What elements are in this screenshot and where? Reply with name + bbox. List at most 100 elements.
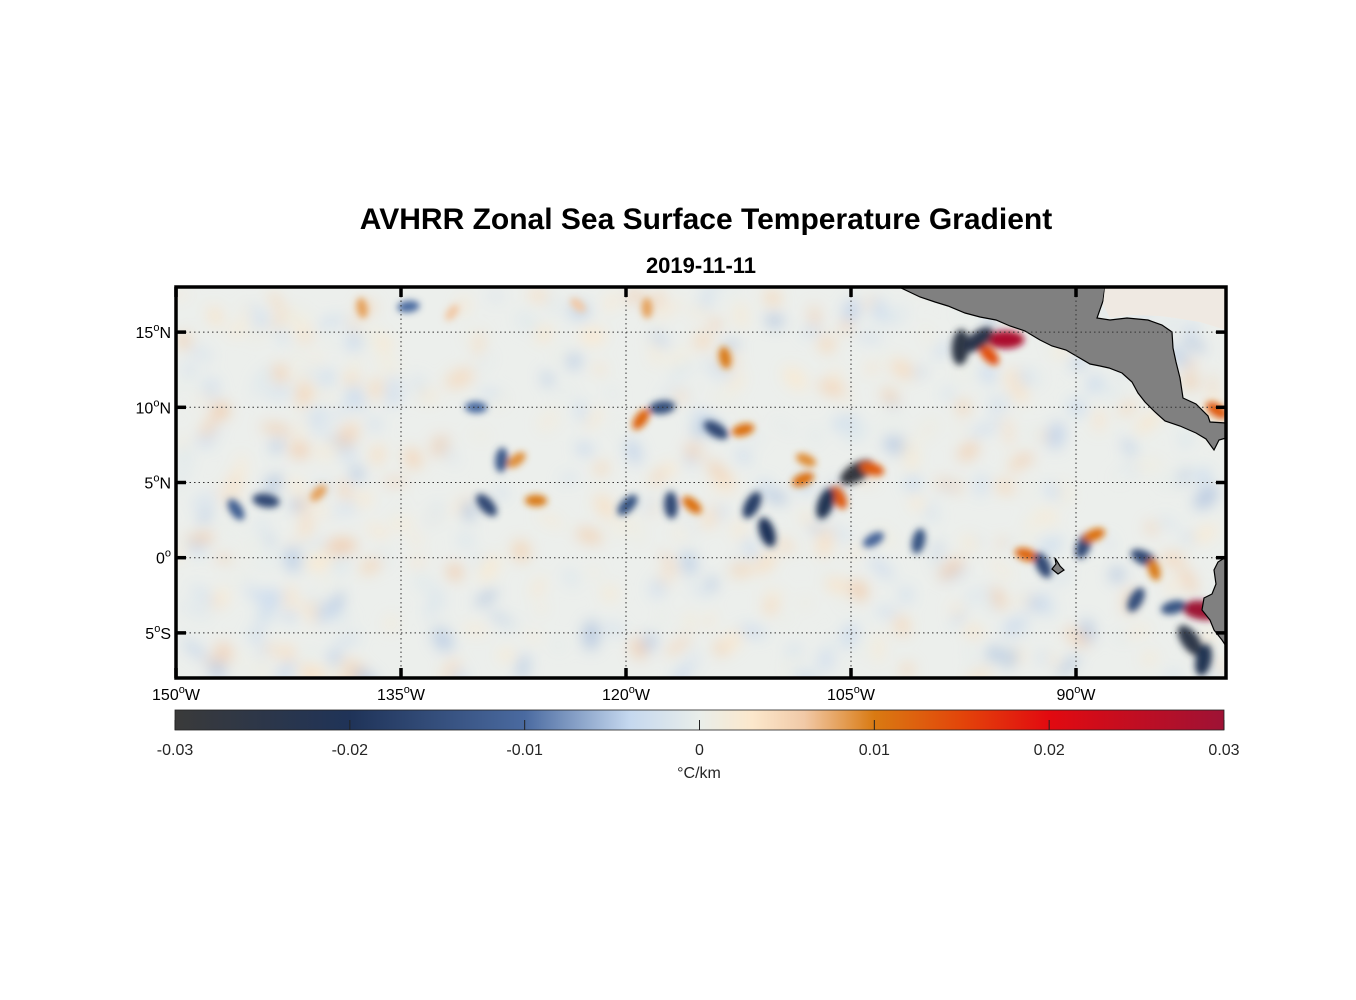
texture-blob [996, 537, 1007, 549]
texture-blob [298, 663, 321, 678]
sst-gradient-feature [742, 491, 762, 519]
sst-gradient-feature [718, 346, 732, 369]
texture-blob [545, 291, 562, 316]
texture-blob [733, 301, 749, 329]
texture-blob [332, 553, 348, 576]
texture-blob [749, 435, 763, 444]
texture-blob [997, 391, 1014, 411]
texture-blob [1135, 411, 1161, 434]
sst-gradient-feature [682, 496, 702, 514]
texture-blob [307, 405, 328, 428]
texture-blob [737, 413, 754, 425]
texture-blob [270, 439, 283, 452]
texture-blob [287, 538, 301, 547]
texture-blob [289, 499, 302, 511]
texture-blob [215, 642, 233, 663]
texture-blob [249, 627, 263, 644]
lat-tick-label: 10oN [136, 397, 171, 417]
texture-blob [722, 630, 743, 653]
texture-blob [952, 609, 964, 627]
texture-blob [328, 333, 346, 346]
texture-blob [1044, 484, 1062, 499]
texture-blob [326, 332, 334, 349]
texture-blob [256, 549, 281, 569]
sst-gradient-feature [1034, 552, 1052, 578]
texture-blob [264, 533, 275, 547]
lon-tick-label: 90oW [1056, 684, 1096, 704]
texture-blob [904, 475, 921, 492]
texture-blob [299, 307, 316, 332]
texture-blob [900, 662, 914, 677]
texture-blob [378, 545, 390, 569]
colorbar-tick-label: 0.03 [1208, 742, 1239, 759]
texture-blob [302, 593, 326, 606]
texture-blob [536, 602, 547, 615]
texture-blob [1194, 485, 1219, 510]
texture-blob [872, 296, 884, 323]
texture-blob [550, 386, 578, 397]
texture-blob [823, 524, 853, 543]
texture-blob [449, 492, 474, 515]
texture-blob [684, 515, 698, 538]
texture-blob [535, 325, 552, 343]
texture-blob [714, 506, 728, 519]
texture-blob [824, 577, 850, 594]
texture-blob [299, 512, 313, 539]
sst-gradient-feature [1147, 558, 1161, 581]
texture-blob [1113, 631, 1130, 643]
texture-blob [458, 296, 469, 315]
texture-blob [955, 421, 966, 434]
texture-blob [624, 438, 642, 464]
texture-blob [783, 366, 807, 391]
texture-blob [655, 301, 683, 318]
texture-blob [1015, 616, 1028, 637]
texture-blob [1023, 512, 1049, 532]
texture-blob [843, 423, 868, 443]
texture-blob [552, 345, 569, 362]
texture-blob [427, 584, 445, 610]
texture-blob [603, 622, 625, 638]
texture-blob [709, 318, 721, 331]
texture-blob [336, 422, 360, 448]
texture-blob [1190, 525, 1218, 544]
sst-gradient-feature [795, 453, 817, 467]
texture-blob [427, 611, 450, 629]
sst-gradient-feature [911, 528, 926, 554]
colorbar-tick-label: 0.01 [859, 742, 890, 759]
texture-blob [182, 639, 208, 660]
texture-blob [498, 648, 515, 662]
texture-blob [282, 305, 301, 326]
sst-gradient-feature [831, 486, 847, 510]
texture-blob [474, 331, 484, 357]
texture-blob [954, 362, 974, 382]
texture-blob [942, 386, 954, 401]
texture-blob [478, 553, 500, 583]
texture-blob [228, 472, 241, 500]
sst-gradient-feature [475, 493, 498, 517]
texture-blob [287, 477, 307, 496]
texture-blob [187, 532, 216, 545]
sst-gradient-feature [1127, 587, 1145, 612]
texture-blob [738, 624, 766, 638]
texture-blob [512, 539, 531, 563]
sst-gradient-feature [816, 488, 835, 520]
texture-blob [672, 662, 693, 678]
sst-gradient-feature [356, 297, 368, 319]
texture-blob [626, 289, 643, 304]
texture-blob [1122, 438, 1137, 457]
sst-gradient-feature [524, 494, 548, 507]
texture-blob [208, 660, 227, 678]
texture-blob [536, 512, 564, 528]
texture-blob [913, 368, 926, 376]
texture-blob [605, 387, 621, 400]
texture-blob [1132, 457, 1163, 473]
texture-blob [974, 473, 989, 497]
texture-blob [958, 441, 979, 462]
texture-blob [197, 508, 213, 525]
texture-blob [428, 509, 438, 523]
texture-blob [418, 387, 438, 404]
texture-blob [1194, 467, 1212, 485]
texture-blob [855, 333, 884, 343]
south-america-land [1201, 556, 1226, 648]
lon-tick-label: 135oW [377, 684, 426, 704]
